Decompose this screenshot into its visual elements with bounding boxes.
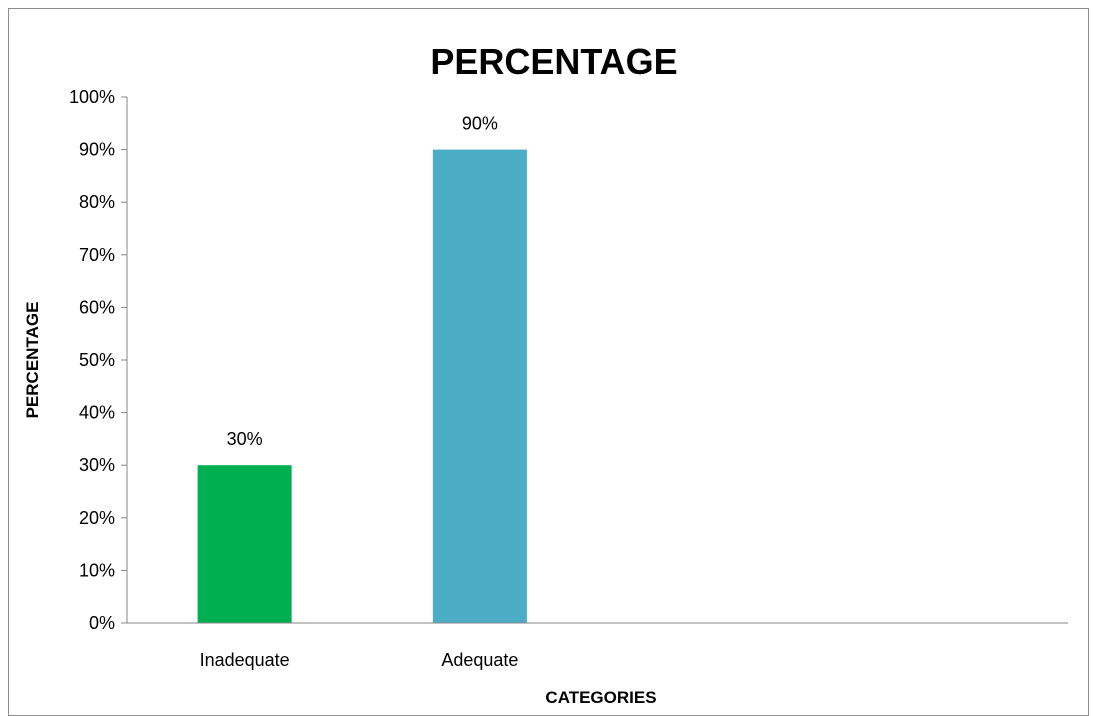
data-label-inadequate: 30% [227,429,263,449]
bar-adequate [432,149,527,623]
x-axis-labels: Inadequate Adequate [200,650,519,670]
y-tick-label: 100% [69,87,115,107]
y-tick-label: 90% [79,140,115,160]
bar-inadequate [197,465,292,623]
data-labels: 30% 90% [227,114,498,450]
x-tick-label-inadequate: Inadequate [200,650,290,670]
y-tick-label: 40% [79,403,115,423]
bar-series [197,149,527,623]
y-axis-title: PERCENTAGE [23,302,42,419]
y-tick-label: 30% [79,455,115,475]
y-tick-label: 20% [79,508,115,528]
y-tick-label: 10% [79,560,115,580]
x-axis-title: CATEGORIES [545,688,656,707]
chart-title: PERCENTAGE [430,41,677,82]
y-tick-label: 80% [79,192,115,212]
y-tick-label: 0% [89,613,115,633]
y-tick-label: 70% [79,245,115,265]
y-tick-label: 50% [79,350,115,370]
y-axis-ticks: 0% 10% 20% 30% 40% 50% 60% 70% 80% 90% 100% [69,87,127,633]
y-tick-label: 60% [79,297,115,317]
x-tick-label-adequate: Adequate [441,650,518,670]
chart-frame [8,8,1089,716]
data-label-adequate: 90% [462,114,498,134]
